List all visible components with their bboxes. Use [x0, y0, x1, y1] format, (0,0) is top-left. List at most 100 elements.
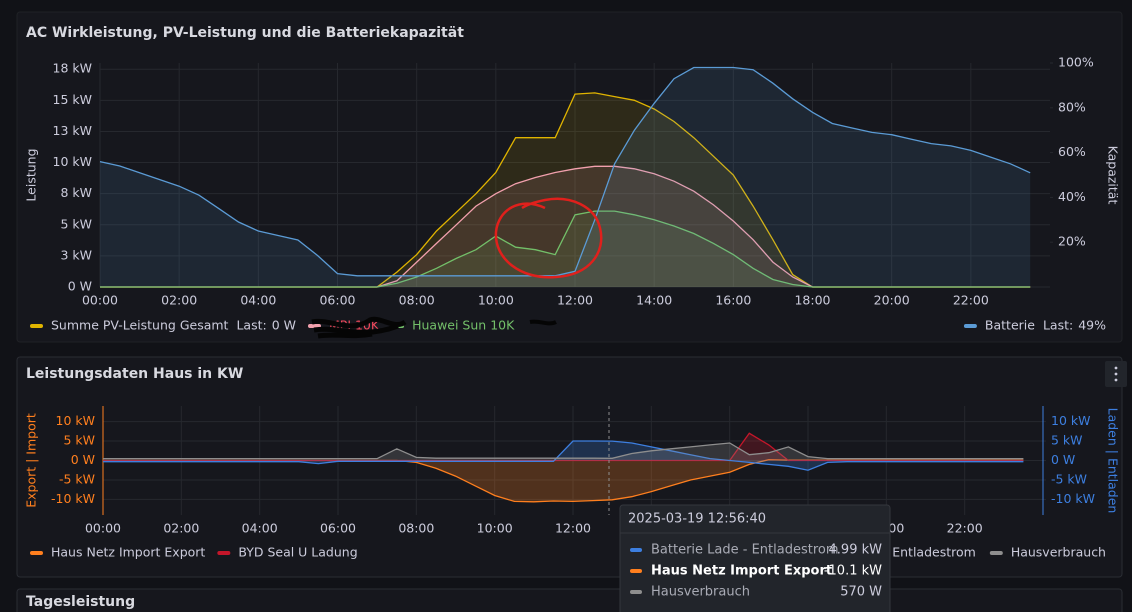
- y-tick-label: 18 kW: [53, 61, 92, 76]
- y-tick-label: 5 kW: [60, 216, 92, 231]
- y-tick-label: 3 kW: [60, 247, 92, 262]
- x-tick-label: 08:00: [398, 521, 434, 536]
- y2-tick-label: 100%: [1058, 55, 1094, 70]
- legend-label: Haus Netz Import Export: [51, 545, 205, 560]
- x-tick-label: 18:00: [794, 293, 830, 308]
- x-tick-label: 08:00: [399, 293, 435, 308]
- y-tick-label: -10 kW: [51, 491, 95, 506]
- legend-stat: Last:: [236, 318, 266, 333]
- panel-title: Tagesleistung: [26, 594, 135, 610]
- y-tick-label: 0 W: [68, 279, 92, 294]
- x-tick-label: 04:00: [240, 293, 276, 308]
- x-tick-label: 06:00: [319, 293, 355, 308]
- legend-stat: Last:: [1043, 318, 1073, 333]
- x-tick-label: 02:00: [163, 521, 199, 536]
- y-tick-label: 13 kW: [53, 123, 92, 138]
- tooltip: 2025-03-19 12:56:40 Batterie Lade - Entl…: [619, 504, 891, 612]
- legend-value: 0 W: [272, 318, 296, 333]
- annotation-circle: [494, 197, 603, 279]
- x-tick-label: 12:00: [557, 293, 593, 308]
- legend-item: Haus Netz Import Export: [30, 545, 205, 560]
- x-tick-label: 20:00: [874, 293, 910, 308]
- x-tick-label: 00:00: [82, 293, 118, 308]
- tooltip-value: 570 W: [840, 585, 882, 600]
- y-tick-label: 8 kW: [60, 185, 92, 200]
- tooltip-time: 2025-03-19 12:56:40: [628, 512, 766, 527]
- series-line: [100, 210, 1031, 288]
- legend-item: Hausverbrauch: [989, 545, 1106, 560]
- y-tick-label: 5 kW: [63, 433, 95, 448]
- y2-tick-label: -10 kW: [1051, 491, 1095, 506]
- legend-item: Batterie Last: 49%: [963, 318, 1106, 333]
- menu-dot: [1114, 366, 1118, 370]
- tooltip-value: -10.1 kW: [824, 564, 882, 579]
- x-tick-label: 16:00: [715, 293, 751, 308]
- panel-title: AC Wirkleistung, PV-Leistung und die Bat…: [26, 25, 464, 41]
- tooltip-swatch: [630, 590, 642, 594]
- x-tick-label: 04:00: [242, 521, 278, 536]
- legend-swatch: [30, 324, 43, 328]
- y2-tick-label: 10 kW: [1051, 413, 1090, 428]
- series-line: [103, 442, 1024, 460]
- series-line: [103, 440, 1024, 471]
- legend-value: 49%: [1078, 318, 1106, 333]
- tooltip-label: Batterie Lade - Entladestrom: [651, 543, 839, 558]
- x-tick-label: 14:00: [636, 293, 672, 308]
- y-tick-label: 0 W: [71, 452, 95, 467]
- x-tick-label: 12:00: [555, 521, 591, 536]
- series-area: [103, 459, 1024, 502]
- y2-tick-label: 5 kW: [1051, 433, 1083, 448]
- legend-swatch: [308, 324, 321, 328]
- y2-tick-label: 40%: [1058, 189, 1086, 204]
- tooltip-label: Hausverbrauch: [651, 585, 750, 600]
- legend-swatch: [963, 324, 977, 328]
- tooltip-box: [619, 504, 891, 612]
- panel: [16, 11, 1123, 343]
- y-tick-label: 15 kW: [53, 92, 92, 107]
- legend-label: Huawei Sun 10K: [412, 318, 515, 333]
- y2-tick-label: -5 kW: [1051, 471, 1087, 486]
- x-tick-label: 10:00: [477, 521, 513, 536]
- legend-label: BYD Seal U Ladung: [238, 545, 357, 560]
- y-tick-label: -5 kW: [59, 471, 95, 486]
- series-area: [100, 92, 1031, 288]
- x-tick-label: 00:00: [85, 521, 121, 536]
- x-tick-label: 06:00: [320, 521, 356, 536]
- x-tick-label: 10:00: [478, 293, 514, 308]
- legend-label: Batterie: [985, 318, 1035, 333]
- panel-menu[interactable]: [1105, 361, 1127, 387]
- tooltip-swatch: [630, 569, 642, 573]
- x-tick-label: 22:00: [947, 521, 983, 536]
- x-tick-label: 02:00: [161, 293, 197, 308]
- y-axis-label: Leistung: [24, 148, 39, 201]
- series-area: [100, 211, 1031, 287]
- y-tick-label: 10 kW: [53, 154, 92, 169]
- y2-axis-label: Laden | Entladen: [1106, 408, 1121, 514]
- chart-2: 00:0002:0004:0006:0008:0010:0012:0014:00…: [24, 406, 1121, 560]
- y-tick-label: 10 kW: [56, 413, 95, 428]
- scribble: [529, 319, 557, 326]
- scribble: [311, 316, 407, 339]
- panel-title: Leistungsdaten Haus in KW: [26, 366, 243, 382]
- legend-swatch: [989, 551, 1003, 555]
- series-line: [103, 432, 1024, 462]
- y2-tick-label: 80%: [1058, 99, 1086, 114]
- y2-axis-label: Kapazität: [1106, 146, 1121, 205]
- y-axis-label: Export | Import: [24, 413, 39, 508]
- series-line: [99, 66, 1031, 277]
- tooltip-value: 4.99 kW: [829, 543, 883, 558]
- grid: [99, 63, 1050, 288]
- series-area: [100, 67, 1031, 287]
- series-area: [103, 441, 1024, 471]
- series-area: [103, 443, 1024, 461]
- tooltip-swatch: [630, 548, 642, 552]
- legend-swatch: [217, 551, 231, 555]
- panel: [16, 588, 1123, 612]
- menu-dot: [1114, 372, 1118, 376]
- series-area: [100, 166, 1031, 287]
- x-tick-label: 22:00: [953, 293, 989, 308]
- grid: [102, 406, 1043, 515]
